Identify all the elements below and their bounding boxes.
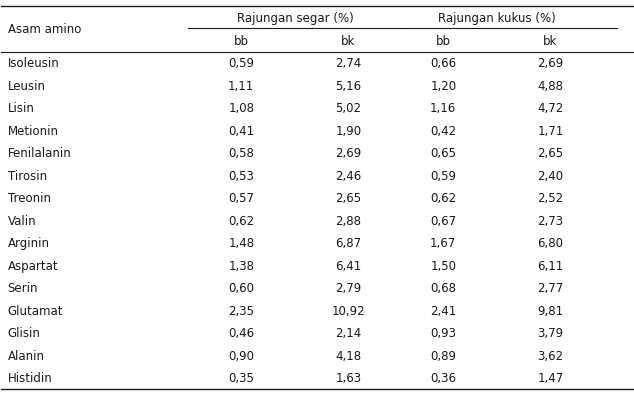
Text: 4,18: 4,18 xyxy=(335,350,361,363)
Text: 4,88: 4,88 xyxy=(538,80,564,93)
Text: bb: bb xyxy=(234,35,249,48)
Text: 4,72: 4,72 xyxy=(538,102,564,115)
Text: 1,16: 1,16 xyxy=(430,102,456,115)
Text: 0,65: 0,65 xyxy=(430,147,456,160)
Text: Glisin: Glisin xyxy=(8,327,41,340)
Text: 2,69: 2,69 xyxy=(335,147,361,160)
Text: Isoleusin: Isoleusin xyxy=(8,57,60,70)
Text: 0,93: 0,93 xyxy=(430,327,456,340)
Text: 1,90: 1,90 xyxy=(335,125,361,138)
Text: 0,90: 0,90 xyxy=(228,350,254,363)
Text: 3,79: 3,79 xyxy=(538,327,564,340)
Text: 2,73: 2,73 xyxy=(538,215,564,228)
Text: 0,89: 0,89 xyxy=(430,350,456,363)
Text: 0,67: 0,67 xyxy=(430,215,456,228)
Text: 0,41: 0,41 xyxy=(228,125,254,138)
Text: 5,02: 5,02 xyxy=(335,102,361,115)
Text: 0,35: 0,35 xyxy=(228,373,254,386)
Text: 9,81: 9,81 xyxy=(538,305,564,318)
Text: 1,63: 1,63 xyxy=(335,373,361,386)
Text: Rajungan kukus (%): Rajungan kukus (%) xyxy=(438,12,556,25)
Text: 2,35: 2,35 xyxy=(228,305,254,318)
Text: Tirosin: Tirosin xyxy=(8,170,47,183)
Text: 0,46: 0,46 xyxy=(228,327,254,340)
Text: 1,20: 1,20 xyxy=(430,80,456,93)
Text: 0,62: 0,62 xyxy=(228,215,254,228)
Text: Rajungan segar (%): Rajungan segar (%) xyxy=(236,12,353,25)
Text: 0,53: 0,53 xyxy=(228,170,254,183)
Text: Aspartat: Aspartat xyxy=(8,260,58,273)
Text: 3,62: 3,62 xyxy=(538,350,564,363)
Text: Asam amino: Asam amino xyxy=(8,24,81,36)
Text: 1,08: 1,08 xyxy=(228,102,254,115)
Text: 2,88: 2,88 xyxy=(335,215,361,228)
Text: Leusin: Leusin xyxy=(8,80,46,93)
Text: 5,16: 5,16 xyxy=(335,80,361,93)
Text: 0,59: 0,59 xyxy=(228,57,254,70)
Text: 0,68: 0,68 xyxy=(430,282,456,295)
Text: 1,38: 1,38 xyxy=(228,260,254,273)
Text: Histidin: Histidin xyxy=(8,373,53,386)
Text: bk: bk xyxy=(341,35,356,48)
Text: 1,48: 1,48 xyxy=(228,237,254,251)
Text: 0,36: 0,36 xyxy=(430,373,456,386)
Text: 2,77: 2,77 xyxy=(538,282,564,295)
Text: 2,40: 2,40 xyxy=(538,170,564,183)
Text: 0,42: 0,42 xyxy=(430,125,456,138)
Text: 2,41: 2,41 xyxy=(430,305,456,318)
Text: 6,11: 6,11 xyxy=(538,260,564,273)
Text: 2,65: 2,65 xyxy=(538,147,564,160)
Text: 0,59: 0,59 xyxy=(430,170,456,183)
Text: 2,14: 2,14 xyxy=(335,327,361,340)
Text: Valin: Valin xyxy=(8,215,36,228)
Text: 6,80: 6,80 xyxy=(538,237,564,251)
Text: 1,50: 1,50 xyxy=(430,260,456,273)
Text: 2,52: 2,52 xyxy=(538,192,564,205)
Text: Serin: Serin xyxy=(8,282,38,295)
Text: 0,60: 0,60 xyxy=(228,282,254,295)
Text: Alanin: Alanin xyxy=(8,350,45,363)
Text: 0,62: 0,62 xyxy=(430,192,456,205)
Text: 0,66: 0,66 xyxy=(430,57,456,70)
Text: Treonin: Treonin xyxy=(8,192,51,205)
Text: 1,67: 1,67 xyxy=(430,237,456,251)
Text: bb: bb xyxy=(436,35,451,48)
Text: Arginin: Arginin xyxy=(8,237,49,251)
Text: bk: bk xyxy=(543,35,558,48)
Text: Lisin: Lisin xyxy=(8,102,35,115)
Text: 1,71: 1,71 xyxy=(538,125,564,138)
Text: 6,87: 6,87 xyxy=(335,237,361,251)
Text: 2,46: 2,46 xyxy=(335,170,361,183)
Text: 10,92: 10,92 xyxy=(332,305,365,318)
Text: 2,79: 2,79 xyxy=(335,282,361,295)
Text: 0,57: 0,57 xyxy=(228,192,254,205)
Text: 1,47: 1,47 xyxy=(538,373,564,386)
Text: 6,41: 6,41 xyxy=(335,260,361,273)
Text: 2,65: 2,65 xyxy=(335,192,361,205)
Text: Glutamat: Glutamat xyxy=(8,305,63,318)
Text: Metionin: Metionin xyxy=(8,125,59,138)
Text: 2,69: 2,69 xyxy=(538,57,564,70)
Text: Fenilalanin: Fenilalanin xyxy=(8,147,72,160)
Text: 0,58: 0,58 xyxy=(228,147,254,160)
Text: 1,11: 1,11 xyxy=(228,80,254,93)
Text: 2,74: 2,74 xyxy=(335,57,361,70)
